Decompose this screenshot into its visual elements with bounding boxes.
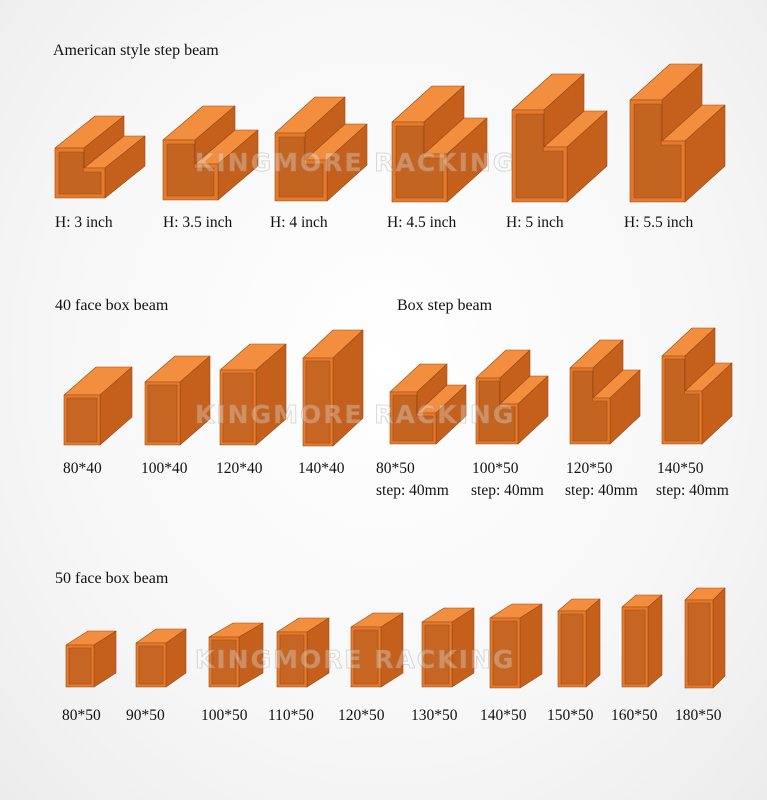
step-beam-drawing [661,327,733,445]
american-beam-label: H: 4.5 inch [387,214,457,231]
face50-beam-label: 80*50 [62,707,101,724]
face50-beam-label: 90*50 [126,707,165,724]
american-beam-label: H: 3.5 inch [163,214,233,231]
face50-beam-label: 150*50 [547,707,594,724]
box-beam-drawing [350,612,404,688]
box-step-beam-label: 120*50 [566,460,613,477]
face50-beam-label: 100*50 [201,707,248,724]
box-beam-drawing [65,630,117,688]
box-step-height-label: step: 40mm [376,482,449,499]
box-beam-drawing [489,603,543,689]
step-beam-drawing [475,349,549,445]
step-beam-drawing [629,63,726,203]
box-step-beam-label: 80*50 [376,460,415,477]
box-step-beam-label: 140*50 [657,460,704,477]
box-beam-drawing [684,587,726,689]
face40-beam-label: 120*40 [216,460,263,477]
face50-beam-label: 110*50 [268,707,314,724]
step-beam-drawing [162,105,259,201]
face40-box-beam-title: 40 face box beam [55,297,169,314]
face40-beam-label: 80*40 [63,460,102,477]
face50-beam-label: 130*50 [411,707,458,724]
box-step-height-label: step: 40mm [656,482,729,499]
face50-beam-label: 120*50 [338,707,385,724]
step-beam-drawing [391,85,488,203]
step-beam-drawing [511,73,608,203]
american-beam-label: H: 5.5 inch [624,214,694,231]
face40-beam-label: 140*40 [298,460,345,477]
box-beam-drawing [621,594,663,688]
box-beam-drawing [302,329,364,447]
box-beam-drawing [135,628,187,688]
face50-beam-label: 180*50 [675,707,722,724]
box-step-height-label: step: 40mm [565,482,638,499]
box-beam-drawing [144,355,211,446]
box-beam-drawing [276,617,330,688]
face50-beam-label: 140*50 [480,707,527,724]
box-step-beam-title: Box step beam [397,297,493,314]
american-beam-label: H: 4 inch [270,214,328,231]
american-step-beam-title: American style step beam [53,42,219,59]
face50-box-beam-title: 50 face box beam [55,570,169,587]
step-beam-drawing [389,363,467,445]
box-step-beam-label: 100*50 [472,460,519,477]
box-beam-drawing [63,366,133,446]
box-beam-drawing [219,343,287,446]
box-beam-drawing [557,598,601,688]
face40-beam-label: 100*40 [141,460,188,477]
step-beam-drawing [569,339,641,445]
box-beam-drawing [421,607,475,688]
box-beam-drawing [208,622,264,688]
face50-beam-label: 160*50 [611,707,658,724]
box-step-height-label: step: 40mm [471,482,544,499]
american-beam-label: H: 3 inch [55,214,113,231]
american-beam-label: H: 5 inch [506,214,564,231]
step-beam-drawing [274,96,368,202]
step-beam-drawing [54,115,146,199]
